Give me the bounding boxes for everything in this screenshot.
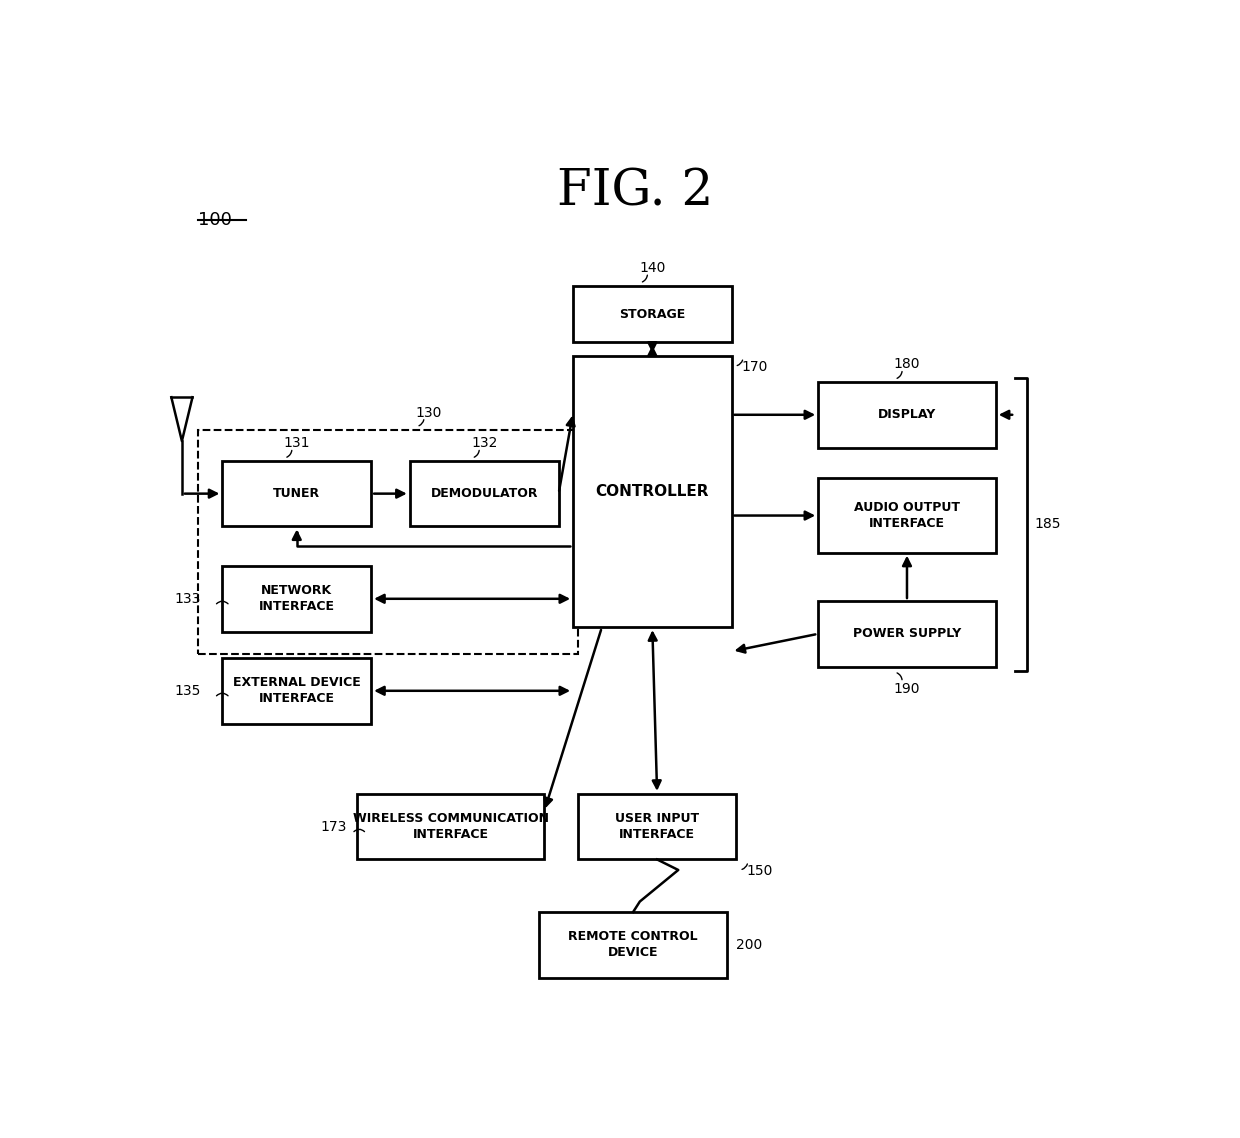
Text: DISPLAY: DISPLAY bbox=[878, 409, 936, 421]
Text: WIRELESS COMMUNICATION
INTERFACE: WIRELESS COMMUNICATION INTERFACE bbox=[352, 813, 548, 841]
Text: 132: 132 bbox=[471, 436, 497, 451]
Text: POWER SUPPLY: POWER SUPPLY bbox=[853, 627, 961, 641]
Text: 180: 180 bbox=[894, 357, 920, 371]
Text: TUNER: TUNER bbox=[273, 487, 320, 500]
Text: 133: 133 bbox=[175, 592, 201, 605]
Bar bbox=[198, 430, 578, 653]
Text: 100: 100 bbox=[198, 211, 232, 229]
Text: USER INPUT
INTERFACE: USER INPUT INTERFACE bbox=[615, 813, 699, 841]
Bar bbox=[222, 461, 371, 527]
Bar bbox=[222, 658, 371, 724]
Bar bbox=[578, 794, 737, 859]
Bar bbox=[357, 794, 544, 859]
Text: NETWORK
INTERFACE: NETWORK INTERFACE bbox=[259, 584, 335, 613]
Text: CONTROLLER: CONTROLLER bbox=[595, 484, 709, 498]
Bar bbox=[573, 355, 732, 627]
Bar bbox=[573, 286, 732, 343]
Text: EXTERNAL DEVICE
INTERFACE: EXTERNAL DEVICE INTERFACE bbox=[233, 676, 361, 706]
Text: 135: 135 bbox=[175, 684, 201, 698]
Bar bbox=[818, 478, 996, 553]
Text: 185: 185 bbox=[1034, 518, 1060, 531]
Bar bbox=[222, 566, 371, 632]
Bar bbox=[818, 601, 996, 667]
Text: 173: 173 bbox=[321, 819, 347, 834]
Text: REMOTE CONTROL
DEVICE: REMOTE CONTROL DEVICE bbox=[568, 931, 698, 959]
Text: 170: 170 bbox=[742, 360, 768, 374]
Text: 200: 200 bbox=[737, 938, 763, 951]
Bar bbox=[818, 382, 996, 447]
Text: 140: 140 bbox=[639, 261, 666, 275]
Bar bbox=[409, 461, 558, 527]
Text: FIG. 2: FIG. 2 bbox=[557, 167, 714, 216]
Bar bbox=[539, 912, 727, 978]
Text: 131: 131 bbox=[284, 436, 310, 451]
Text: STORAGE: STORAGE bbox=[619, 307, 686, 321]
Text: DEMODULATOR: DEMODULATOR bbox=[430, 487, 538, 500]
Text: 130: 130 bbox=[415, 405, 443, 420]
Text: 190: 190 bbox=[894, 683, 920, 696]
Text: 150: 150 bbox=[746, 864, 773, 877]
Text: AUDIO OUTPUT
INTERFACE: AUDIO OUTPUT INTERFACE bbox=[854, 501, 960, 530]
